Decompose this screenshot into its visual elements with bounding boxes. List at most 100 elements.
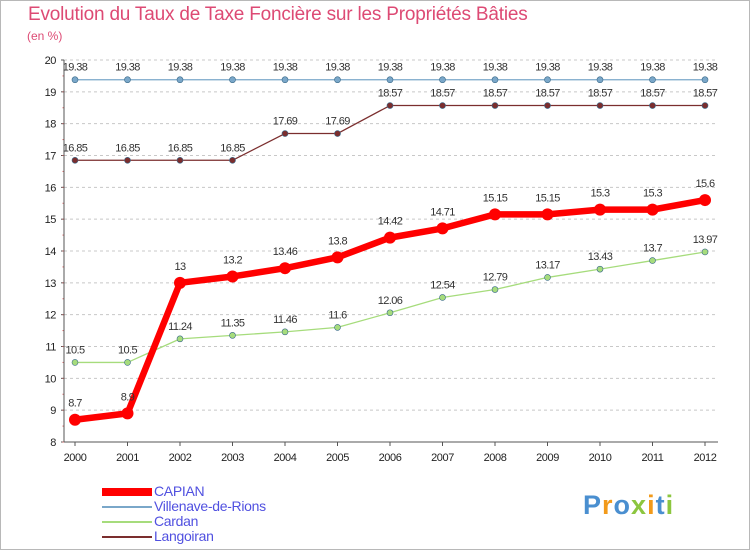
data-label-capian: 14.42 (378, 216, 403, 228)
data-point-langoiran (176, 156, 184, 164)
data-point-capian (646, 203, 659, 216)
series-villenave-de-rions (71, 76, 709, 84)
logo-letter: i (665, 490, 675, 520)
data-label-cardan: 13.7 (643, 243, 662, 255)
data-label-capian: 13.8 (328, 235, 347, 247)
data-label-cardan: 12.06 (378, 295, 403, 307)
data-point-langoiran (281, 130, 289, 137)
x-tick-label: 2001 (116, 452, 139, 464)
legend-swatch-villenave-de-rions (102, 505, 152, 508)
data-point-langoiran (701, 102, 709, 109)
data-point-villenave-de-rions (544, 76, 551, 84)
data-labels: 8.7 8.9 13 13.2 13.46 13.8 14.42 14.71 15.15 15.1… (63, 62, 719, 410)
data-label-capian: 8.7 (68, 398, 82, 410)
data-label-cardan: 12.79 (483, 272, 508, 284)
data-point-cardan (544, 274, 551, 281)
data-point-villenave-de-rions (281, 76, 289, 84)
data-point-capian (384, 231, 396, 244)
data-point-villenave-de-rions (124, 76, 131, 84)
data-point-cardan (649, 257, 656, 264)
data-point-cardan (386, 309, 394, 317)
data-label-villenave-de-rions: 19.38 (640, 62, 665, 74)
y-tick-label: 15 (45, 214, 57, 226)
data-label-capian: 15.3 (590, 188, 609, 200)
data-point-capian (69, 413, 81, 426)
x-tick-label: 2004 (274, 452, 297, 464)
data-label-villenave-de-rions: 19.38 (535, 62, 560, 74)
data-point-cardan (596, 265, 604, 273)
data-label-cardan: 11.24 (168, 321, 192, 333)
grid-lines (64, 59, 718, 443)
data-point-villenave-de-rions (701, 76, 709, 84)
data-point-langoiran (439, 102, 446, 109)
data-point-langoiran (124, 156, 131, 164)
logo-letter: P (583, 490, 603, 520)
logo-letter: o (613, 490, 632, 520)
data-point-villenave-de-rions (649, 76, 656, 84)
data-label-langoiran: 16.85 (115, 142, 140, 154)
data-label-villenave-de-rions: 19.38 (693, 62, 718, 74)
data-label-cardan: 11.35 (221, 317, 245, 329)
legend-label-villenave-de-rions: Villenave-de-Rions (154, 498, 266, 514)
data-label-villenave-de-rions: 19.38 (220, 62, 245, 74)
axes: 8 9 10 11 12 13 14 15 16 17 18 19 20 2000 2001 2002 2003… (45, 55, 718, 464)
series-capian (69, 194, 711, 426)
data-label-cardan: 10.5 (118, 344, 137, 356)
data-label-langoiran: 18.57 (535, 88, 560, 100)
data-label-capian: 13.2 (223, 254, 242, 266)
data-point-villenave-de-rions (71, 76, 79, 84)
data-point-villenave-de-rions (596, 76, 604, 84)
data-label-langoiran: 18.57 (483, 88, 508, 100)
legend-swatch-cardan (102, 520, 152, 523)
y-tick-label: 20 (45, 55, 57, 67)
data-label-langoiran: 18.57 (378, 88, 403, 100)
logo-letter: r (602, 490, 614, 520)
legend-label-cardan: Cardan (154, 513, 199, 529)
data-label-langoiran: 17.69 (325, 116, 350, 128)
data-label-langoiran: 16.85 (63, 142, 88, 154)
data-point-villenave-de-rions (334, 76, 341, 84)
data-label-capian: 13.46 (273, 246, 298, 258)
data-label-langoiran: 18.57 (588, 88, 613, 100)
y-tick-label: 18 (45, 119, 57, 131)
data-point-villenave-de-rions (491, 76, 499, 84)
data-label-langoiran: 18.57 (640, 88, 665, 100)
y-tick-label: 11 (45, 342, 56, 354)
data-label-capian: 13 (174, 261, 186, 273)
logo-letter: i (647, 490, 656, 520)
data-point-villenave-de-rions (386, 76, 394, 84)
data-point-capian (226, 270, 239, 283)
data-label-villenave-de-rions: 19.38 (63, 62, 88, 74)
data-point-capian (436, 222, 449, 235)
data-point-langoiran (334, 130, 341, 137)
legend-label-langoiran: Langoiran (154, 528, 214, 544)
x-tick-label: 2007 (431, 452, 454, 464)
data-point-cardan (176, 335, 184, 343)
data-label-capian: 8.9 (121, 391, 135, 403)
series-cardan (71, 248, 709, 366)
y-tick-label: 10 (45, 373, 57, 385)
data-label-villenave-de-rions: 19.38 (168, 62, 193, 74)
data-point-cardan (229, 332, 236, 339)
data-point-cardan (71, 359, 79, 366)
data-label-langoiran: 16.85 (220, 142, 245, 154)
x-tick-label: 2010 (589, 452, 612, 464)
y-tick-label: 17 (45, 151, 57, 163)
legend-label-capian: CAPIAN (154, 483, 205, 499)
data-point-cardan (281, 328, 289, 336)
data-label-capian: 15.15 (535, 192, 560, 204)
data-point-capian (121, 407, 134, 420)
data-point-capian (489, 208, 501, 221)
data-point-cardan (439, 294, 446, 301)
proxiti-logo: Proxiti (583, 490, 674, 521)
legend-swatch-langoiran (102, 535, 152, 538)
y-tick-label: 14 (45, 246, 57, 258)
data-label-langoiran: 18.57 (693, 88, 718, 100)
data-point-capian (594, 203, 606, 216)
x-tick-label: 2008 (484, 452, 507, 464)
data-label-langoiran: 18.57 (430, 88, 455, 100)
logo-letter: x (631, 490, 648, 520)
data-point-capian (279, 262, 291, 275)
data-point-villenave-de-rions (439, 76, 446, 84)
